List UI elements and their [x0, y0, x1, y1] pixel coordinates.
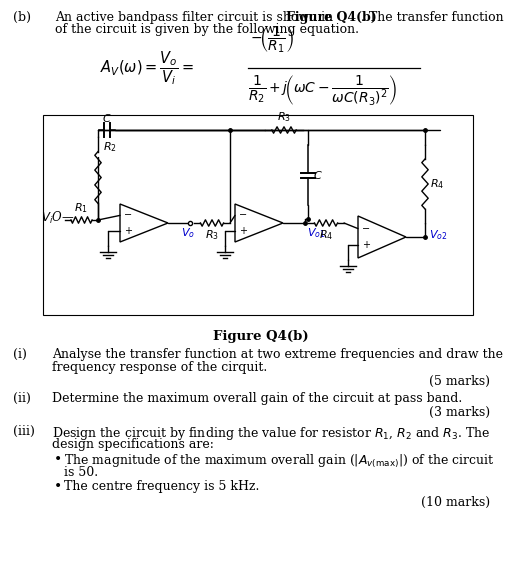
Text: An active bandpass filter circuit is shown in: An active bandpass filter circuit is sho… — [55, 11, 337, 24]
Text: (ii): (ii) — [13, 392, 31, 405]
Text: •: • — [54, 453, 62, 467]
Text: $V_o$: $V_o$ — [181, 226, 195, 240]
Text: $-\!\left(\dfrac{1}{R_1}\right)$: $-\!\left(\dfrac{1}{R_1}\right)$ — [250, 24, 294, 55]
Text: Design the circuit by finding the value for resistor $R_1$, $R_2$ and $R_3$. The: Design the circuit by finding the value … — [52, 425, 491, 442]
Text: +: + — [239, 226, 247, 236]
Text: frequency response of the cirquit.: frequency response of the cirquit. — [52, 361, 267, 374]
Text: Figure Q4(b): Figure Q4(b) — [213, 330, 309, 343]
Text: (iii): (iii) — [13, 425, 35, 438]
Text: $\dfrac{1}{R_2}+j\!\left(\omega C-\dfrac{1}{\omega C(R_3)^2}\right)$: $\dfrac{1}{R_2}+j\!\left(\omega C-\dfrac… — [248, 73, 397, 107]
Text: $R_2$: $R_2$ — [103, 140, 117, 154]
Text: $R_3$: $R_3$ — [205, 228, 219, 242]
Text: $C$: $C$ — [313, 169, 322, 181]
Text: The magnitude of the maximum overall gain ($|A_{v(\rm max)}|$) of the circuit: The magnitude of the maximum overall gai… — [64, 453, 495, 470]
Text: $C$: $C$ — [102, 112, 112, 124]
Text: $R_3$: $R_3$ — [277, 110, 291, 124]
Text: −: − — [362, 224, 370, 234]
Text: $R_1$: $R_1$ — [74, 201, 88, 215]
Text: (10 marks): (10 marks) — [421, 496, 490, 509]
Text: (i): (i) — [13, 348, 27, 361]
Text: $R_4$: $R_4$ — [430, 177, 444, 191]
Text: $R_4$: $R_4$ — [319, 228, 333, 242]
Text: Figure Q4(b): Figure Q4(b) — [286, 11, 377, 24]
Text: of the circuit is given by the following equation.: of the circuit is given by the following… — [55, 23, 359, 36]
Text: +: + — [124, 226, 132, 236]
Bar — [43, 115, 473, 315]
Text: Determine the maximum overall gain of the circuit at pass band.: Determine the maximum overall gain of th… — [52, 392, 462, 405]
Text: −: − — [239, 210, 247, 220]
Text: (b): (b) — [13, 11, 31, 24]
Text: $V_{o1}$: $V_{o1}$ — [307, 226, 326, 240]
Text: design specifications are:: design specifications are: — [52, 438, 214, 451]
Text: $A_V(\omega) = \dfrac{V_o}{V_i} =$: $A_V(\omega) = \dfrac{V_o}{V_i} =$ — [100, 49, 194, 87]
Text: •: • — [54, 480, 62, 494]
Text: +: + — [362, 240, 370, 250]
Text: −: − — [124, 210, 132, 220]
Text: . The transfer function: . The transfer function — [361, 11, 504, 24]
Text: $V_i$O—: $V_i$O— — [41, 210, 75, 226]
Text: Analyse the transfer function at two extreme frequencies and draw the: Analyse the transfer function at two ext… — [52, 348, 503, 361]
Text: is 50.: is 50. — [64, 466, 98, 479]
Text: $V_{o2}$: $V_{o2}$ — [429, 228, 448, 242]
Text: (5 marks): (5 marks) — [429, 375, 490, 388]
Text: (3 marks): (3 marks) — [429, 406, 490, 419]
Text: The centre frequency is 5 kHz.: The centre frequency is 5 kHz. — [64, 480, 259, 493]
